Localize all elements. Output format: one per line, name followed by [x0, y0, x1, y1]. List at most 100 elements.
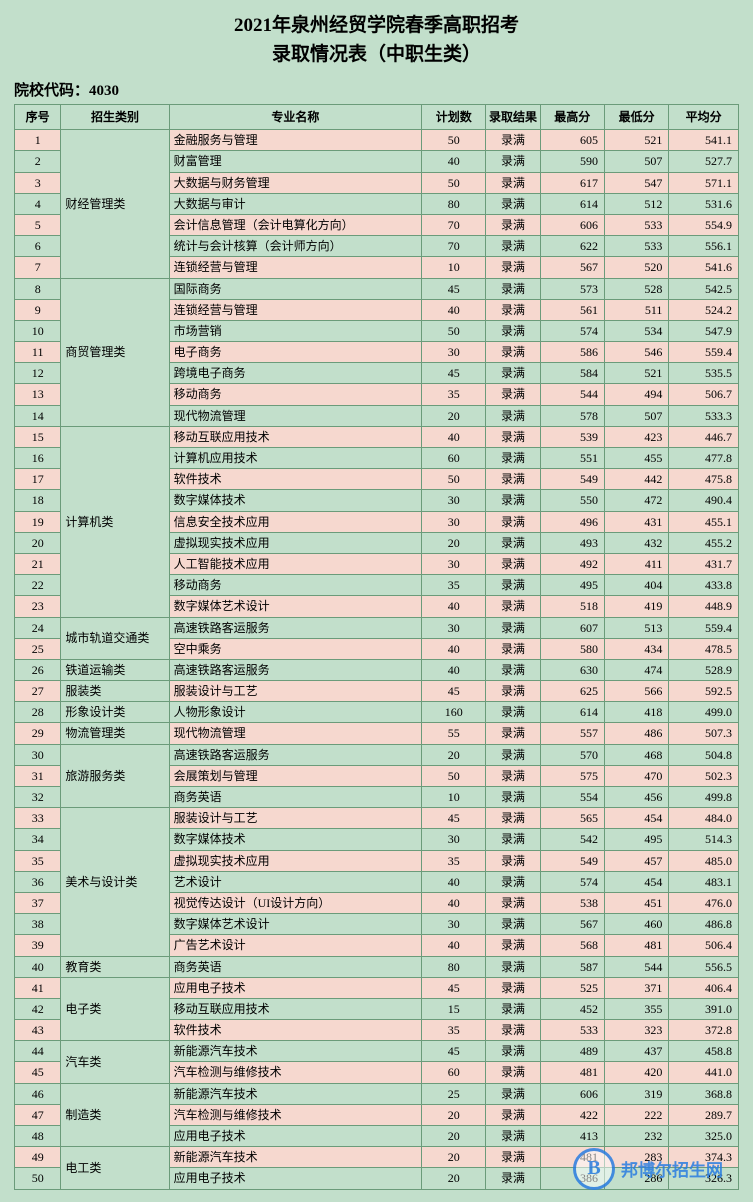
table-row: 15计算机类移动互联应用技术40录满539423446.7 — [15, 426, 739, 447]
result-cell: 录满 — [486, 681, 540, 702]
result-cell: 录满 — [486, 469, 540, 490]
row-index: 8 — [15, 278, 61, 299]
high-cell: 495 — [540, 575, 604, 596]
result-cell: 录满 — [486, 659, 540, 680]
avg-cell: 448.9 — [669, 596, 739, 617]
category-cell: 美术与设计类 — [61, 808, 169, 956]
category-cell: 形象设计类 — [61, 702, 169, 723]
major-cell: 连锁经营与管理 — [169, 257, 421, 278]
row-index: 37 — [15, 892, 61, 913]
category-cell: 教育类 — [61, 956, 169, 977]
title-line1: 2021年泉州经贸学院春季高职招考 — [14, 12, 739, 41]
low-cell: 544 — [604, 956, 668, 977]
plan-cell: 30 — [422, 511, 486, 532]
major-cell: 大数据与审计 — [169, 193, 421, 214]
avg-cell: 547.9 — [669, 320, 739, 341]
high-cell: 565 — [540, 808, 604, 829]
plan-cell: 25 — [422, 1083, 486, 1104]
row-index: 3 — [15, 172, 61, 193]
table-row: 8商贸管理类国际商务45录满573528542.5 — [15, 278, 739, 299]
result-cell: 录满 — [486, 448, 540, 469]
low-cell: 520 — [604, 257, 668, 278]
avg-cell: 541.1 — [669, 130, 739, 151]
low-cell: 521 — [604, 363, 668, 384]
high-cell: 544 — [540, 384, 604, 405]
table-row: 30旅游服务类高速铁路客运服务20录满570468504.8 — [15, 744, 739, 765]
avg-cell: 368.8 — [669, 1083, 739, 1104]
result-cell: 录满 — [486, 765, 540, 786]
major-cell: 虚拟现实技术应用 — [169, 532, 421, 553]
avg-cell: 325.0 — [669, 1126, 739, 1147]
major-cell: 移动商务 — [169, 575, 421, 596]
low-cell: 486 — [604, 723, 668, 744]
table-row: 41电子类应用电子技术45录满525371406.4 — [15, 977, 739, 998]
high-cell: 525 — [540, 977, 604, 998]
plan-cell: 30 — [422, 490, 486, 511]
avg-cell: 485.0 — [669, 850, 739, 871]
major-cell: 金融服务与管理 — [169, 130, 421, 151]
major-cell: 高速铁路客运服务 — [169, 744, 421, 765]
major-cell: 汽车检测与维修技术 — [169, 1062, 421, 1083]
row-index: 12 — [15, 363, 61, 384]
major-cell: 市场营销 — [169, 320, 421, 341]
avg-cell: 507.3 — [669, 723, 739, 744]
major-cell: 移动互联应用技术 — [169, 426, 421, 447]
high-cell: 574 — [540, 871, 604, 892]
row-index: 32 — [15, 787, 61, 808]
result-cell: 录满 — [486, 511, 540, 532]
table-row: 29物流管理类现代物流管理55录满557486507.3 — [15, 723, 739, 744]
major-cell: 数字媒体技术 — [169, 829, 421, 850]
avg-cell: 499.8 — [669, 787, 739, 808]
row-index: 23 — [15, 596, 61, 617]
high-cell: 586 — [540, 342, 604, 363]
plan-cell: 40 — [422, 596, 486, 617]
row-index: 13 — [15, 384, 61, 405]
row-index: 20 — [15, 532, 61, 553]
low-cell: 319 — [604, 1083, 668, 1104]
high-cell: 549 — [540, 850, 604, 871]
major-cell: 信息安全技术应用 — [169, 511, 421, 532]
avg-cell: 486.8 — [669, 914, 739, 935]
high-cell: 573 — [540, 278, 604, 299]
result-cell: 录满 — [486, 744, 540, 765]
row-index: 6 — [15, 236, 61, 257]
high-cell: 549 — [540, 469, 604, 490]
high-cell: 481 — [540, 1062, 604, 1083]
row-index: 28 — [15, 702, 61, 723]
avg-cell: 431.7 — [669, 553, 739, 574]
result-cell: 录满 — [486, 702, 540, 723]
low-cell: 546 — [604, 342, 668, 363]
col-header: 最高分 — [540, 105, 604, 130]
plan-cell: 30 — [422, 829, 486, 850]
plan-cell: 15 — [422, 998, 486, 1019]
admission-table: 序号招生类别专业名称计划数录取结果最高分最低分平均分 1财经管理类金融服务与管理… — [14, 104, 739, 1190]
low-cell: 507 — [604, 405, 668, 426]
major-cell: 数字媒体艺术设计 — [169, 596, 421, 617]
watermark-text: 邦博尔招生网 — [621, 1156, 723, 1181]
low-cell: 434 — [604, 638, 668, 659]
row-index: 30 — [15, 744, 61, 765]
plan-cell: 40 — [422, 426, 486, 447]
low-cell: 481 — [604, 935, 668, 956]
result-cell: 录满 — [486, 977, 540, 998]
high-cell: 518 — [540, 596, 604, 617]
high-cell: 542 — [540, 829, 604, 850]
low-cell: 495 — [604, 829, 668, 850]
plan-cell: 55 — [422, 723, 486, 744]
avg-cell: 556.5 — [669, 956, 739, 977]
plan-cell: 35 — [422, 850, 486, 871]
result-cell: 录满 — [486, 892, 540, 913]
high-cell: 422 — [540, 1104, 604, 1125]
high-cell: 551 — [540, 448, 604, 469]
major-cell: 视觉传达设计（UI设计方向） — [169, 892, 421, 913]
result-cell: 录满 — [486, 596, 540, 617]
plan-cell: 50 — [422, 320, 486, 341]
major-cell: 新能源汽车技术 — [169, 1041, 421, 1062]
avg-cell: 455.1 — [669, 511, 739, 532]
high-cell: 606 — [540, 1083, 604, 1104]
row-index: 7 — [15, 257, 61, 278]
result-cell: 录满 — [486, 320, 540, 341]
low-cell: 512 — [604, 193, 668, 214]
category-cell: 商贸管理类 — [61, 278, 169, 426]
row-index: 19 — [15, 511, 61, 532]
